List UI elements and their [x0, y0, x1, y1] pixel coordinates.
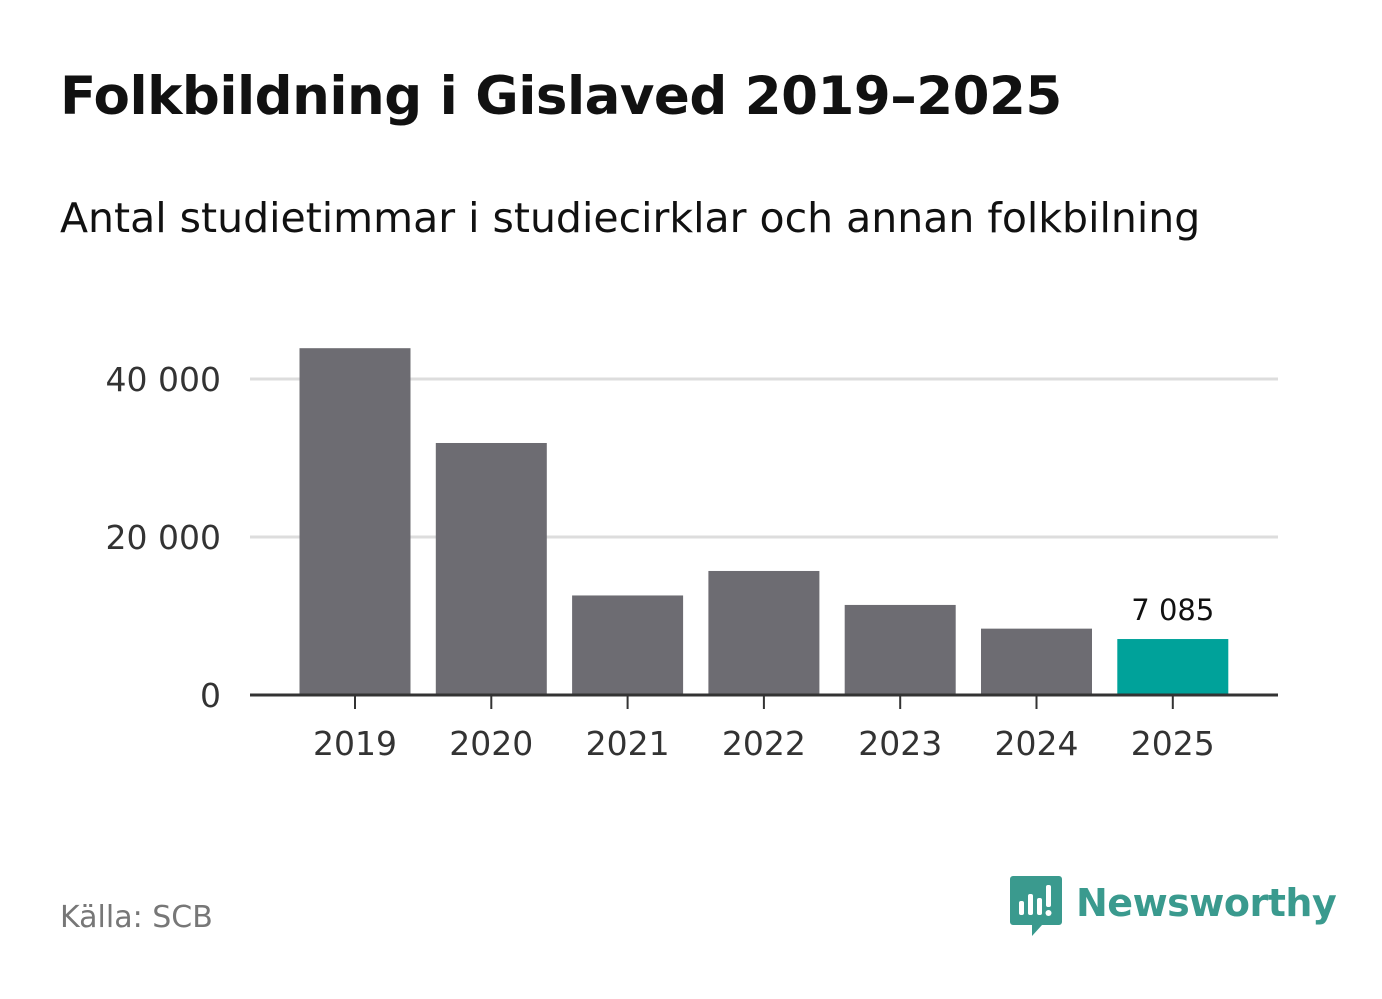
- bar: [1117, 639, 1229, 695]
- x-tick-label: 2021: [586, 724, 670, 763]
- y-axis-labels: 0 20 000 40 000: [106, 360, 221, 715]
- x-tick-label: 2022: [722, 724, 806, 763]
- x-axis: [250, 693, 1278, 709]
- x-tick-label: 2023: [858, 724, 942, 763]
- chart-title: Folkbildning i Gislaved 2019–2025: [60, 66, 1062, 127]
- chart-subtitle: Antal studietimmar i studiecirklar och a…: [60, 194, 1201, 242]
- data-label: 7 085: [1131, 593, 1214, 627]
- x-axis-labels: 2019 2020 2021 2022 2023 2024 2025: [313, 724, 1215, 763]
- x-tick-label: 2025: [1131, 724, 1215, 763]
- brand-name: Newsworthy: [1076, 881, 1337, 925]
- y-tick-label: 40 000: [106, 360, 221, 399]
- bar: [708, 570, 820, 695]
- x-tick-label: 2020: [449, 724, 533, 763]
- source-note: Källa: SCB: [60, 900, 213, 935]
- bar: [572, 595, 684, 695]
- bar: [435, 442, 547, 695]
- y-tick-label: 20 000: [106, 518, 221, 557]
- bar: [299, 348, 411, 695]
- bar: [981, 628, 1092, 695]
- brand-logo: Newsworthy: [1010, 876, 1337, 940]
- gridlines: [250, 377, 1278, 539]
- x-tick-label: 2024: [995, 724, 1079, 763]
- data-labels: 7 085: [1131, 593, 1214, 627]
- x-tick-label: 2019: [313, 724, 397, 763]
- bar: [844, 604, 956, 695]
- newsworthy-logo-icon: [1010, 876, 1062, 936]
- y-tick-label: 0: [200, 676, 221, 715]
- bars: [299, 348, 1229, 695]
